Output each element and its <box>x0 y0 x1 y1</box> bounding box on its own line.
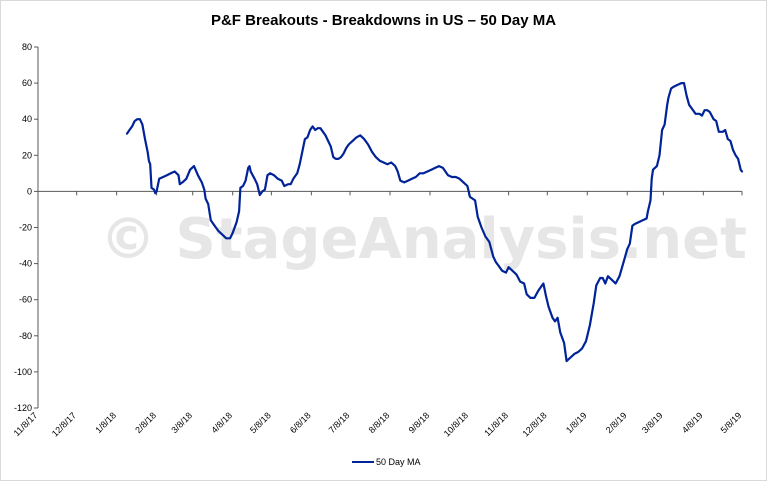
x-tick-label: 10/8/18 <box>442 410 470 438</box>
y-tick-label: -120 <box>14 403 32 413</box>
y-tick-label: 40 <box>22 114 32 124</box>
x-tick-label: 7/8/18 <box>327 410 352 435</box>
y-tick-label: -100 <box>14 367 32 377</box>
x-tick-label: 5/8/19 <box>719 410 744 435</box>
legend: 50 Day MA <box>352 457 421 467</box>
y-tick-label: 0 <box>27 186 32 196</box>
legend-label: 50 Day MA <box>376 457 421 467</box>
y-tick-label: -40 <box>19 259 32 269</box>
series-group <box>125 82 744 363</box>
y-tick-label: -80 <box>19 331 32 341</box>
x-tick-label: 2/8/19 <box>604 410 629 435</box>
chart-title: P&F Breakouts - Breakdowns in US – 50 Da… <box>210 12 557 29</box>
x-tick-label: 1/8/19 <box>564 410 589 435</box>
x-tick-label: 1/8/18 <box>93 410 118 435</box>
watermark-text: © StageAnalysis.net <box>100 207 747 272</box>
x-tick-label: 3/8/19 <box>640 410 665 435</box>
x-tick-label: 4/8/19 <box>680 410 705 435</box>
series-line <box>125 82 744 363</box>
x-tick-label: 2/8/18 <box>133 410 158 435</box>
x-tick-label: 8/8/18 <box>367 410 392 435</box>
x-tick-label: 12/8/17 <box>50 410 78 438</box>
y-tick-label: 60 <box>22 78 32 88</box>
y-tick-label: -60 <box>19 295 32 305</box>
x-tick-label: 3/8/18 <box>169 410 194 435</box>
x-tick-label: 6/8/18 <box>288 410 313 435</box>
x-tick-label: 9/8/18 <box>407 410 432 435</box>
x-tick-label: 5/8/18 <box>248 410 273 435</box>
x-tick-label: 12/8/18 <box>520 410 548 438</box>
y-tick-label: 80 <box>22 42 32 52</box>
y-tick-label: -20 <box>19 223 32 233</box>
y-axis: 80 60 40 20 0 -20 -40 -60 -80 -100 -120 <box>14 42 39 413</box>
x-tick-label: 11/8/17 <box>12 410 40 438</box>
x-tick-label: 11/8/18 <box>482 410 510 438</box>
y-tick-label: 20 <box>22 150 32 160</box>
x-tick-label: 4/8/18 <box>209 410 234 435</box>
